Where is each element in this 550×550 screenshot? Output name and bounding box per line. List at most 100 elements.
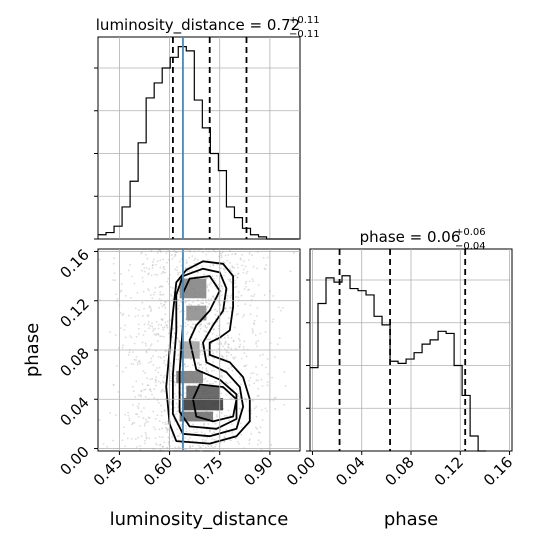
scatter-point	[150, 360, 152, 363]
scatter-point	[135, 335, 138, 338]
scatter-point	[154, 428, 157, 431]
scatter-point	[147, 384, 150, 387]
scatter-point	[252, 329, 254, 332]
scatter-point	[245, 272, 248, 275]
scatter-point	[152, 260, 154, 263]
scatter-point	[175, 266, 178, 268]
phase-x-ticks: 0.00 0.04 0.08 0.12 0.16	[283, 451, 516, 489]
scatter-point	[184, 387, 187, 390]
scatter-point	[205, 367, 208, 370]
scatter-point	[144, 342, 147, 345]
scatter-point	[185, 425, 188, 427]
scatter-point	[202, 378, 205, 381]
scatter-point	[156, 273, 159, 276]
scatter-point	[137, 416, 140, 418]
scatter-point	[236, 276, 239, 279]
scatter-point	[207, 298, 210, 301]
scatter-point	[135, 355, 138, 358]
ph-x-tick-label: 0.00	[283, 453, 319, 489]
scatter-point	[283, 371, 286, 373]
scatter-point	[175, 412, 178, 415]
scatter-point	[254, 426, 257, 429]
luminosity-distance-y-ticks	[94, 67, 98, 240]
scatter-point	[202, 444, 204, 447]
scatter-point	[260, 378, 263, 381]
scatter-point	[140, 395, 143, 398]
scatter-point	[133, 282, 136, 285]
scatter-point	[231, 253, 234, 256]
phase-y-ticks	[306, 279, 310, 452]
scatter-point	[141, 276, 144, 279]
scatter-point	[210, 281, 212, 284]
scatter-point	[145, 351, 148, 354]
scatter-point	[143, 266, 146, 269]
scatter-point	[179, 325, 182, 327]
scatter-point	[184, 321, 187, 324]
scatter-point	[242, 268, 245, 271]
scatter-point	[224, 254, 227, 257]
scatter-point	[247, 289, 249, 291]
scatter-point	[200, 339, 202, 342]
scatter-point	[123, 426, 125, 429]
scatter-point	[203, 248, 205, 251]
scatter-point	[221, 287, 224, 290]
scatter-point	[114, 279, 117, 282]
scatter-point	[170, 346, 173, 349]
scatter-point	[229, 381, 232, 384]
scatter-point	[160, 404, 163, 407]
scatter-point	[208, 321, 211, 324]
scatter-point	[158, 428, 161, 431]
scatter-point	[160, 318, 163, 321]
scatter-point	[224, 307, 226, 310]
scatter-point	[179, 311, 181, 313]
scatter-point	[265, 320, 267, 322]
density-cell	[182, 398, 224, 411]
scatter-point	[256, 427, 258, 430]
scatter-point	[233, 358, 235, 360]
scatter-point	[233, 281, 236, 284]
scatter-point	[238, 339, 241, 342]
scatter-point	[152, 355, 154, 358]
scatter-point	[221, 356, 224, 358]
scatter-point	[194, 338, 197, 340]
scatter-point	[192, 323, 194, 326]
scatter-point	[151, 325, 154, 328]
scatter-point	[184, 396, 187, 398]
scatter-point	[226, 355, 228, 358]
scatter-point	[220, 354, 223, 357]
scatter-point	[207, 445, 210, 447]
scatter-point	[204, 324, 207, 327]
scatter-point	[176, 269, 178, 272]
scatter-point	[201, 353, 204, 356]
scatter-point	[242, 315, 245, 318]
scatter-point	[132, 390, 135, 393]
scatter-point	[237, 337, 240, 340]
contour-y-tick-label: 0.00	[56, 443, 92, 479]
scatter-point	[112, 439, 114, 442]
scatter-point	[234, 437, 237, 440]
scatter-point	[222, 357, 225, 360]
scatter-point	[163, 359, 166, 362]
scatter-point	[206, 323, 209, 325]
scatter-point	[209, 265, 212, 268]
scatter-point	[223, 440, 226, 443]
scatter-point	[243, 313, 246, 316]
scatter-point	[249, 304, 252, 307]
scatter-point	[186, 323, 189, 326]
scatter-point	[227, 343, 230, 346]
scatter-point	[220, 256, 223, 259]
scatter-point	[155, 384, 157, 387]
scatter-point	[151, 267, 154, 269]
density-cell	[179, 278, 207, 299]
scatter-point	[198, 366, 200, 369]
scatter-point	[205, 369, 208, 372]
contour-x-axis-label: luminosity_distance	[110, 509, 289, 530]
scatter-point	[243, 352, 246, 355]
scatter-point	[227, 343, 229, 346]
scatter-point	[241, 264, 244, 267]
scatter-point	[173, 255, 176, 258]
scatter-point	[234, 253, 237, 255]
scatter-point	[204, 439, 207, 441]
ph-title-median: 0.06	[427, 228, 460, 246]
scatter-point	[146, 314, 149, 317]
